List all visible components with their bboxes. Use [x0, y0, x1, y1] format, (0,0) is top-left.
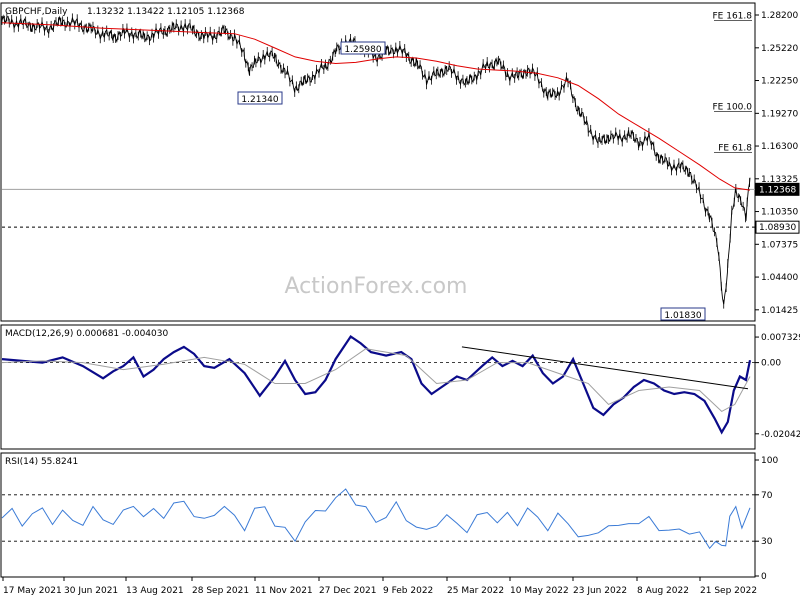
price-annotation-1.01830: 1.01830 [664, 311, 701, 321]
price-panel [0, 2, 756, 322]
fib-label: FE 161.8 [713, 12, 753, 22]
fib-label: FE 100.0 [713, 102, 753, 112]
price-ytick-label: 1.22250 [761, 77, 798, 87]
x-tick-label: 25 Mar 2022 [447, 586, 504, 596]
price-title-ohlc: 1.13232 1.13422 1.12105 1.12368 [87, 7, 245, 17]
x-tick-label: 10 May 2022 [510, 586, 569, 596]
price-annotation-1.21340: 1.21340 [241, 95, 278, 105]
rsi-ytick-label: 100 [761, 456, 778, 466]
rsi-ytick-label: 30 [761, 537, 773, 547]
macd-ytick-label: 0.007329 [761, 333, 800, 343]
rsi-ytick-label: 0 [761, 572, 767, 582]
price-title-symbol: GBPCHF,Daily [5, 7, 68, 17]
price-label-1.12368: 1.12368 [759, 185, 796, 195]
moving-average-line [1, 22, 751, 191]
price-label-box [755, 182, 800, 196]
price-ytick-label: 1.04400 [761, 273, 798, 283]
price-label-box [755, 220, 800, 234]
x-tick-label: 13 Aug 2021 [126, 586, 184, 596]
rsi-title: RSI(14) 55.8241 [5, 457, 78, 467]
price-ytick-label: 1.16300 [761, 142, 798, 152]
x-tick-label: 8 Aug 2022 [637, 586, 689, 596]
price-label-1.08930: 1.08930 [759, 223, 796, 233]
x-tick-label: 11 Nov 2021 [255, 586, 313, 596]
price-ytick-label: 1.07375 [761, 240, 798, 250]
watermark: ActionForex.com [285, 274, 468, 299]
x-tick-label: 9 Feb 2022 [383, 586, 433, 596]
macd-panel [0, 324, 756, 450]
price-ytick-label: 1.19270 [761, 109, 798, 119]
rsi-panel [0, 452, 756, 578]
x-tick-label: 27 Dec 2021 [319, 586, 377, 596]
rsi-series [1, 488, 751, 550]
macd-trendline [461, 346, 749, 390]
price-ytick-label: 1.10350 [761, 208, 798, 218]
x-tick-label: 28 Sep 2021 [192, 586, 249, 596]
price-ytick-label: 1.25220 [761, 44, 798, 54]
price-annotation-box [340, 41, 386, 55]
price-ytick-label: 1.28200 [761, 11, 798, 21]
x-tick-label: 30 Jun 2021 [64, 586, 118, 596]
price-ytick-label: 1.13325 [761, 175, 798, 185]
x-tick-label: 21 Sep 2022 [700, 586, 757, 596]
macd-series-macd [1, 334, 752, 435]
price-annotation-1.25980: 1.25980 [344, 45, 381, 55]
fib-label: FE 61.8 [718, 144, 752, 154]
x-tick-label: 17 May 2021 [3, 586, 62, 596]
price-annotation-box [660, 307, 706, 321]
x-tick-label: 23 Jun 2022 [573, 586, 627, 596]
macd-series-signal [1, 348, 751, 413]
price-annotation-box [237, 91, 283, 105]
price-ytick-label: 1.01425 [761, 306, 798, 316]
rsi-ytick-label: 70 [761, 491, 773, 501]
macd-ytick-label: -0.020427 [761, 430, 800, 440]
macd-title: MACD(12,26,9) 0.000681 -0.004030 [5, 329, 168, 339]
macd-ytick-label: 0.00 [761, 359, 781, 369]
